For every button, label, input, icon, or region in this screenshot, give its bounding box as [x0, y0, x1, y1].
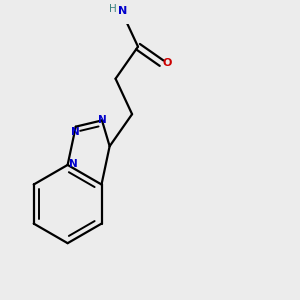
Text: N: N [71, 127, 80, 137]
Text: N: N [98, 116, 106, 125]
Text: H: H [109, 4, 117, 14]
Text: O: O [163, 58, 172, 68]
Text: N: N [118, 6, 127, 16]
Text: N: N [69, 159, 78, 169]
